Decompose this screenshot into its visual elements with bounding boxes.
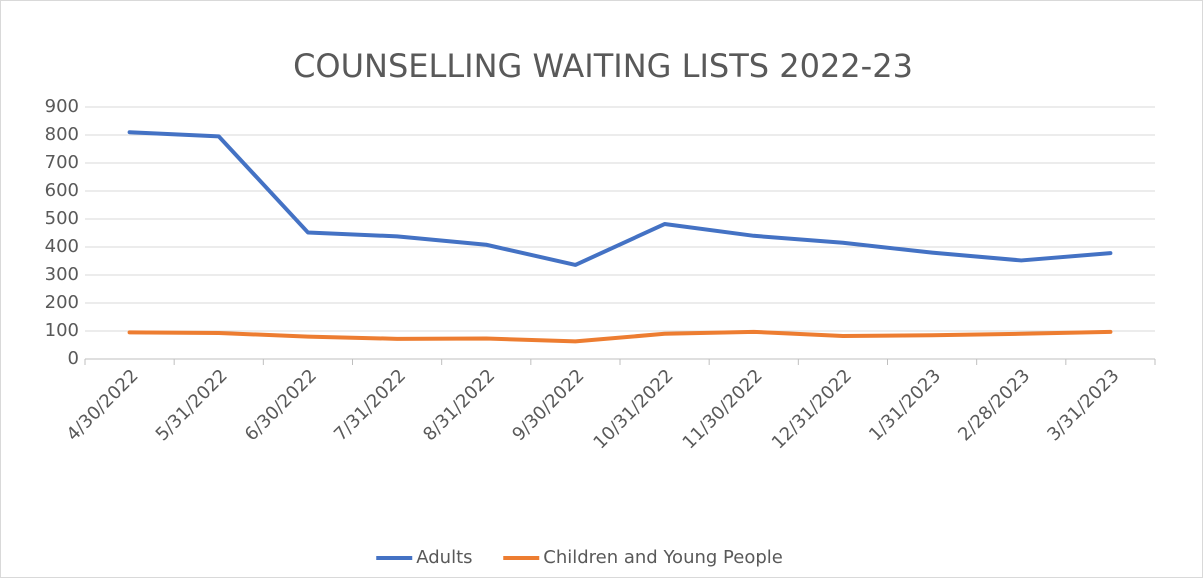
y-tick-label: 900	[45, 96, 79, 117]
y-tick-label: 800	[45, 124, 79, 145]
y-tick-label: 300	[45, 264, 79, 285]
y-tick-label: 100	[45, 320, 79, 341]
y-tick-label: 600	[45, 180, 79, 201]
y-tick-label: 400	[45, 236, 79, 257]
y-tick-label: 500	[45, 208, 79, 229]
y-tick-label: 700	[45, 152, 79, 173]
legend-label: Adults	[416, 547, 472, 568]
y-tick-label: 0	[68, 348, 79, 369]
legend-label: Children and Young People	[543, 547, 783, 568]
series-line	[127, 329, 1113, 344]
chart-title: COUNSELLING WAITING LISTS 2022-23	[293, 47, 913, 85]
y-tick-label: 200	[45, 292, 79, 313]
series-line	[127, 130, 1113, 267]
